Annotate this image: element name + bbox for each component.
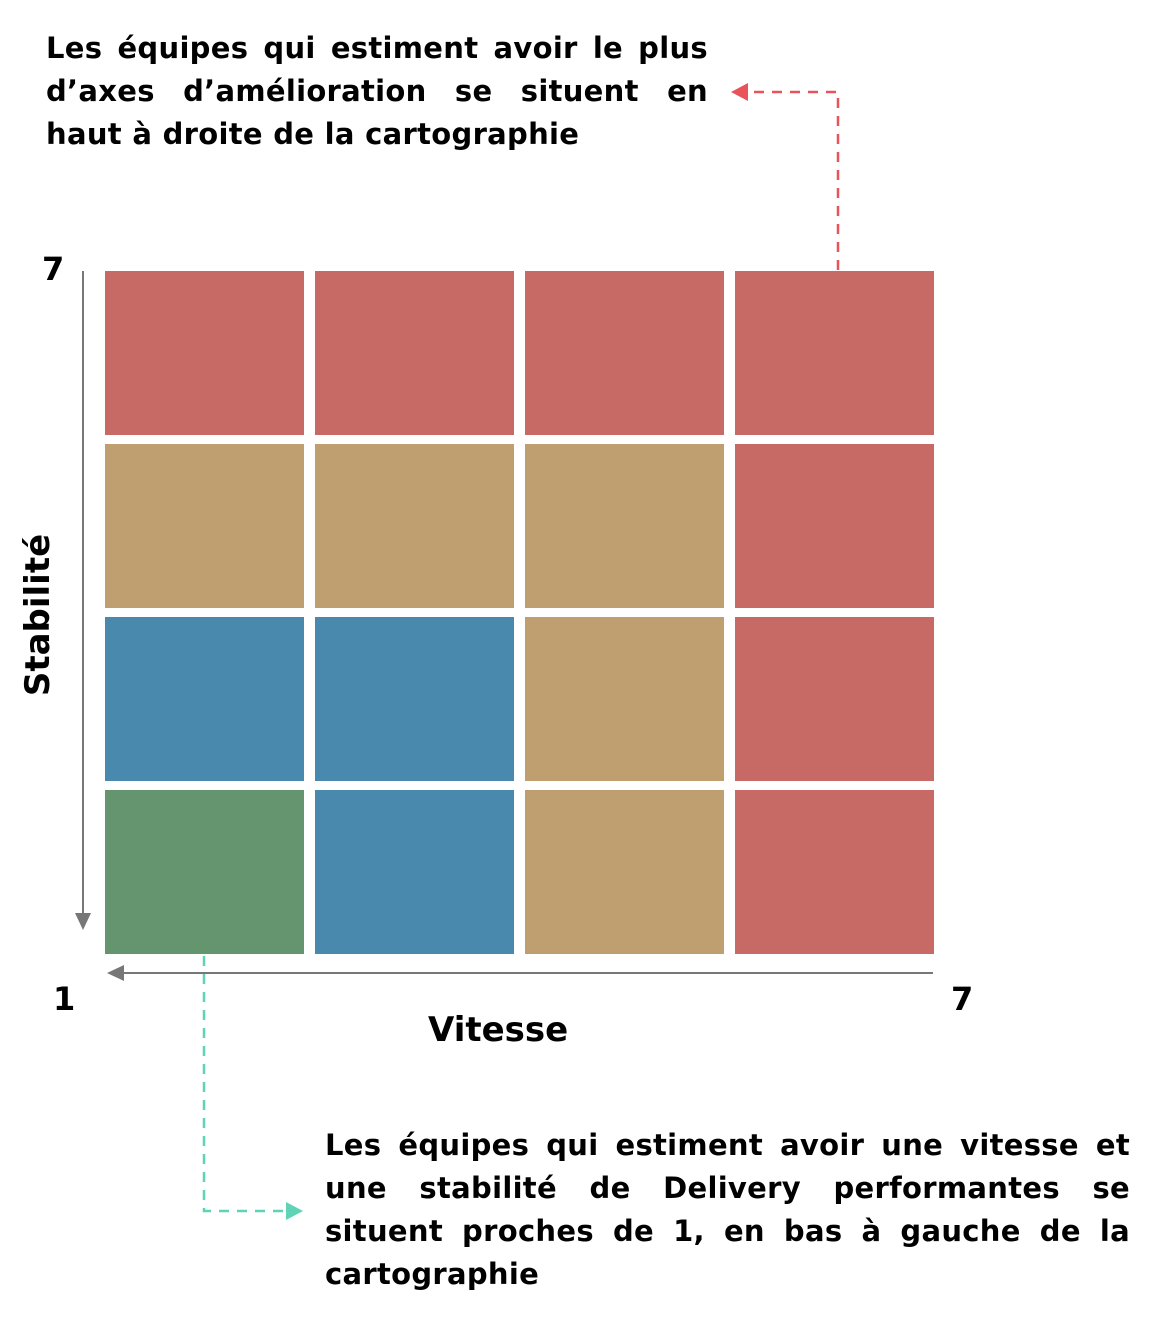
top-annotation: Les équipes qui estiment avoir le plus d… [46, 31, 708, 151]
grid-cell-red [735, 271, 934, 435]
grid-cell-tan [525, 617, 724, 781]
x-max-label: 7 [951, 980, 974, 1018]
grid-cell-red [735, 617, 934, 781]
x-axis-arrowhead [107, 965, 124, 981]
grid-cell-blue [315, 617, 514, 781]
bottom-callout-arrowhead [286, 1202, 303, 1220]
grid-cell-tan [105, 444, 304, 608]
grid-cell-red [735, 790, 934, 954]
top-callout-connector [752, 90, 840, 270]
top-callout-arrowhead [731, 83, 748, 101]
bottom-callout-connector [202, 956, 285, 1213]
grid-cell-red [735, 444, 934, 608]
origin-label: 1 [53, 980, 76, 1018]
grid-cell-green [105, 790, 304, 954]
y-max-label: 7 [42, 250, 65, 288]
grid-cell-red [105, 271, 304, 435]
grid-cell-tan [315, 444, 514, 608]
grid-cell-red [315, 271, 514, 435]
grid-cell-blue [105, 617, 304, 781]
grid-cell-red [525, 271, 724, 435]
x-axis-title: Vitesse [428, 1010, 569, 1050]
y-axis-arrowhead [75, 913, 91, 930]
bottom-annotation: Les équipes qui estiment avoir une vites… [325, 1128, 1130, 1291]
y-axis-title: Stabilité [18, 533, 58, 697]
grid-cell-blue [315, 790, 514, 954]
grid-cell-tan [525, 444, 724, 608]
grid-cell-tan [525, 790, 724, 954]
